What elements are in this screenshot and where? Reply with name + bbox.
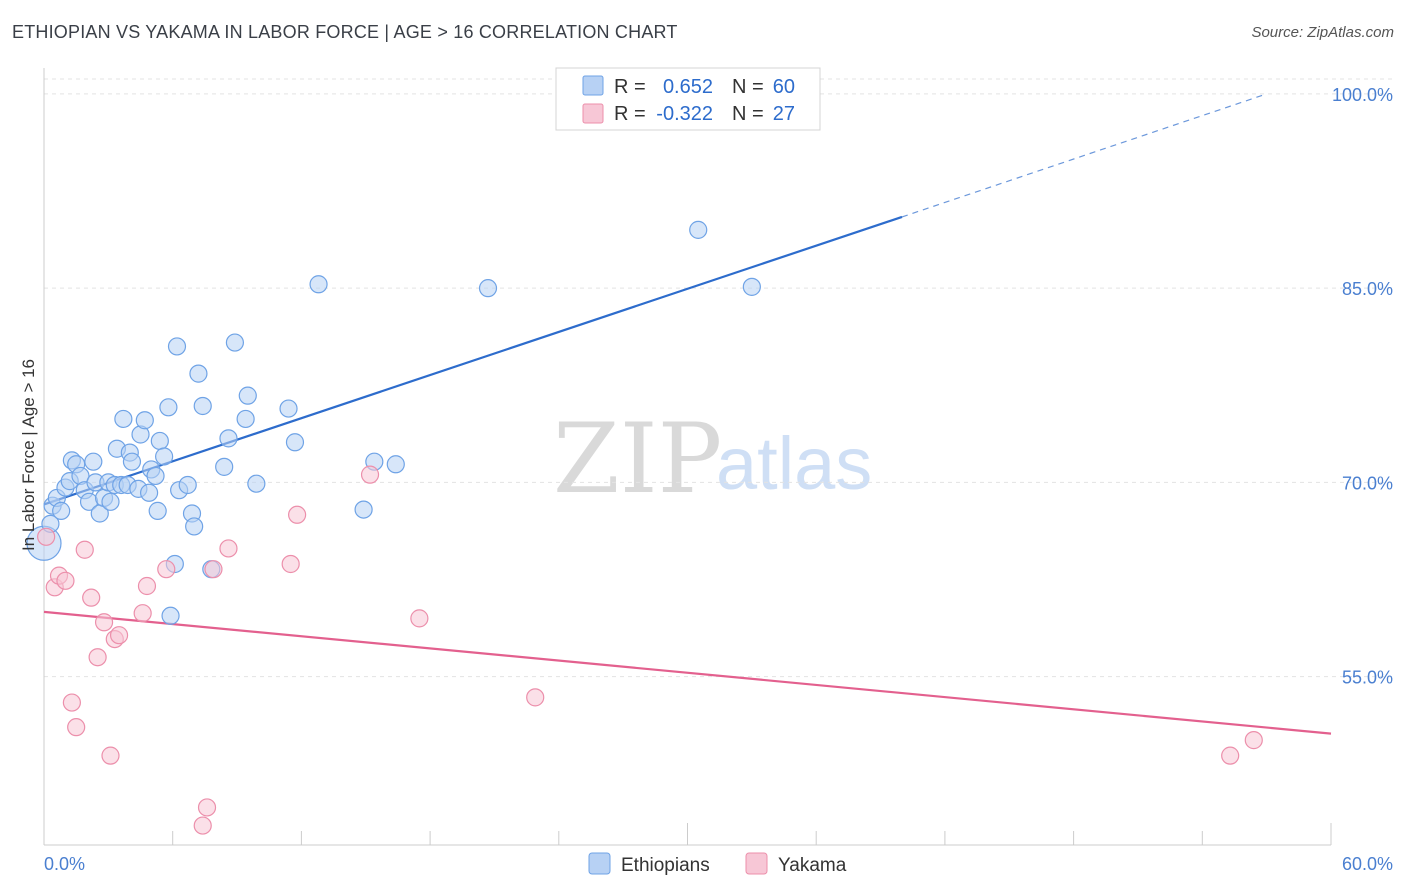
yakama-point	[37, 527, 56, 546]
ethiopians-point	[122, 452, 142, 471]
y-tick-label: 85.0%	[1342, 279, 1393, 299]
yakama-point	[157, 560, 176, 579]
yakama-point	[526, 688, 545, 707]
yakama-point	[94, 613, 114, 632]
legend-n-value-2: 27	[773, 103, 795, 125]
yakama-point	[133, 604, 152, 623]
yakama-point	[67, 718, 86, 737]
legend-r-value-2: -0.322	[656, 103, 713, 125]
series-legend-swatch-ethiopians	[588, 852, 611, 875]
yakama-point	[62, 693, 81, 712]
ethiopians-point	[236, 409, 255, 429]
series-legend-label-ethiopians: Ethiopians	[621, 855, 710, 876]
yakama-point	[75, 540, 94, 559]
ethiopians-point	[238, 386, 257, 405]
y-axis-title: In Labor Force | Age > 16	[19, 359, 38, 551]
y-tick-labels: 100.0% 85.0% 70.0% 55.0%	[1332, 85, 1393, 688]
y-tick-label: 55.0%	[1342, 668, 1393, 688]
series-legend: Ethiopians Yakama	[588, 852, 847, 876]
legend-r-label-1: R =	[614, 76, 646, 98]
legend-n-label-1: N =	[732, 76, 764, 98]
ethiopians-point	[52, 501, 71, 520]
yakama-point	[219, 539, 238, 558]
y-tick-label: 70.0%	[1342, 473, 1393, 493]
ethiopians-point	[247, 474, 266, 493]
ethiopians-point	[309, 275, 328, 294]
ethiopians-point	[148, 501, 167, 520]
ethiopians-point	[185, 517, 204, 536]
ethiopians-point	[150, 431, 169, 451]
yakama-point	[109, 626, 129, 645]
ethiopians-trend-extension	[901, 93, 1267, 218]
yakama-point	[204, 560, 223, 579]
yakama-point	[281, 554, 300, 574]
ethiopians-point	[161, 606, 180, 625]
series-legend-swatch-yakama	[745, 852, 768, 875]
ethiopians-point	[167, 337, 187, 356]
ethiopians-point	[689, 220, 708, 239]
ethiopians-point	[101, 492, 120, 511]
gridlines	[44, 78, 1393, 678]
ethiopians-point	[386, 455, 405, 474]
ethiopians-point	[219, 429, 238, 448]
ethiopians-point	[84, 452, 103, 471]
ethiopians-point	[114, 409, 133, 429]
ethiopians-point	[354, 500, 373, 519]
axes	[43, 68, 1332, 846]
ethiopians-point	[159, 398, 178, 417]
yakama-point	[101, 746, 120, 765]
chart-title: ETHIOPIAN VS YAKAMA IN LABOR FORCE | AGE…	[12, 22, 678, 42]
ethiopians-point	[155, 447, 174, 466]
ethiopians-point	[189, 364, 208, 383]
ethiopians-point	[215, 457, 234, 476]
legend-r-value-1: 0.652	[663, 76, 713, 98]
legend-n-value-1: 60	[773, 76, 795, 98]
watermark-zip: ZIP	[553, 403, 722, 515]
data-points	[26, 220, 1263, 835]
yakama-trend-line	[43, 610, 1332, 735]
yakama-point	[82, 588, 101, 607]
legend-swatch-yakama	[582, 103, 604, 124]
watermark-atlas: atlas	[716, 422, 872, 505]
y-tick-label: 100.0%	[1332, 85, 1393, 105]
stats-legend: R = 0.652 N = 60 R = -0.322 N = 27	[555, 67, 821, 131]
ethiopians-point	[279, 399, 298, 418]
yakama-point	[360, 465, 380, 484]
yakama-point	[193, 816, 212, 835]
legend-n-label-2: N =	[732, 103, 764, 125]
legend-swatch-ethiopians	[582, 75, 604, 96]
legend-r-label-2: R =	[614, 103, 646, 125]
ethiopians-point	[193, 396, 212, 416]
ethiopians-point	[135, 411, 154, 430]
yakama-point	[410, 609, 429, 628]
ethiopians-point	[178, 475, 197, 495]
ethiopians-point	[140, 483, 159, 502]
source-label: Source: ZipAtlas.com	[1251, 24, 1394, 41]
yakama-point	[1244, 731, 1263, 750]
yakama-point	[137, 576, 157, 596]
ethiopians-point	[146, 466, 165, 486]
x-tick-label-min: 0.0%	[44, 854, 85, 874]
x-tick-label-max: 60.0%	[1342, 854, 1393, 874]
series-legend-label-yakama: Yakama	[778, 855, 847, 876]
ethiopians-point	[285, 433, 305, 452]
yakama-point	[56, 571, 75, 590]
trend-lines	[43, 93, 1332, 735]
yakama-point	[197, 798, 217, 817]
yakama-point	[288, 505, 307, 524]
ethiopians-point	[742, 277, 761, 296]
yakama-point	[88, 648, 107, 667]
yakama-point	[1221, 746, 1240, 765]
ethiopians-trend-line	[43, 215, 903, 506]
ethiopians-point	[225, 333, 245, 352]
ethiopians-point	[478, 279, 498, 298]
